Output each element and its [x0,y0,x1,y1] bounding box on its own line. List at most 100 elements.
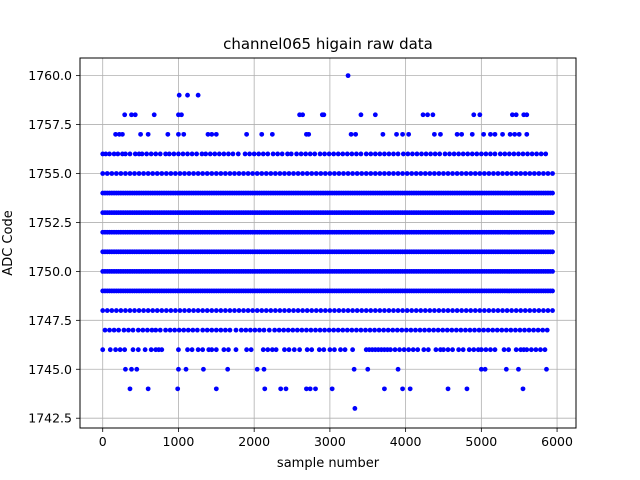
data-point [322,327,327,333]
data-point [486,308,492,313]
data-point [352,406,358,411]
data-point [207,151,213,157]
data-point [282,347,287,353]
data-point [425,112,430,118]
data-point [132,171,137,176]
data-point [254,171,260,176]
data-point [381,327,387,333]
data-point [456,347,462,353]
data-point [286,171,292,176]
data-point [298,151,304,157]
data-point [100,171,106,176]
data-point [222,171,228,176]
data-point [467,327,473,333]
data-point [541,308,546,313]
tick-layer: 0 1000 2000 3000 4000 5000 6000 1742.5 1745.0 174… [28,68,573,449]
data-point [121,327,127,333]
data-point [538,347,543,353]
data-point [359,171,365,176]
data-point [447,151,452,157]
data-point [132,151,138,157]
data-point [218,171,224,176]
data-point [445,308,451,313]
data-point [463,308,469,313]
data-point [442,151,448,157]
data-point [472,308,478,313]
data-point [226,151,231,157]
data-point [445,386,451,392]
data-point [200,347,206,353]
data-point [503,366,509,372]
data-point [444,327,450,333]
data-point [405,151,411,157]
data-point [154,171,160,176]
data-point [216,151,222,157]
data-point [102,327,108,333]
data-point [400,171,405,176]
data-point [465,151,471,157]
data-point [242,151,248,157]
data-point [168,308,174,313]
data-point [516,366,521,372]
data-point [195,308,201,313]
data-point [488,151,493,157]
data-point [391,151,396,157]
data-point [392,347,398,353]
data-point [130,327,136,333]
data-point [123,171,128,176]
data-point [453,327,459,333]
data-point [191,308,196,313]
data-point [386,151,392,157]
data-point [195,347,201,353]
data-point [312,151,318,157]
data-point [117,347,123,353]
data-point [275,151,281,157]
data-point [183,366,189,372]
data-point [127,386,133,392]
data-point [241,171,246,176]
data-point [513,112,519,118]
data-point [159,308,165,313]
data-point [209,347,215,353]
data-point [331,151,337,157]
plot-frame [79,57,577,429]
data-point [353,131,359,137]
data-point [327,347,333,353]
data-point [507,131,513,137]
data-point [204,327,210,333]
data-point [199,151,205,157]
data-point [176,327,182,333]
data-point [342,347,348,353]
data-point [212,151,218,157]
data-point [263,308,269,313]
data-point [232,308,237,313]
data-point [140,327,146,333]
data-point [104,308,110,313]
data-point [285,151,290,157]
data-point [513,347,519,353]
data-point [116,327,122,333]
data-point [516,131,522,137]
data-point [151,112,157,118]
data-point [180,151,186,157]
data-point [509,171,515,176]
data-point [363,308,369,313]
data-point [136,308,142,313]
data-point [524,347,530,353]
data-point [286,308,292,313]
data-point [268,171,274,176]
data-point [149,327,155,333]
data-point [460,347,466,353]
data-point [118,308,124,313]
data-point [141,308,147,313]
data-point [281,327,287,333]
data-point [222,327,228,333]
data-point [550,210,555,216]
data-point [194,327,200,333]
data-point [327,171,333,176]
y-tick-label: 1745.0 [28,362,72,377]
data-point [464,386,470,392]
data-point [485,327,491,333]
data-point [454,171,460,176]
data-point [213,386,219,392]
